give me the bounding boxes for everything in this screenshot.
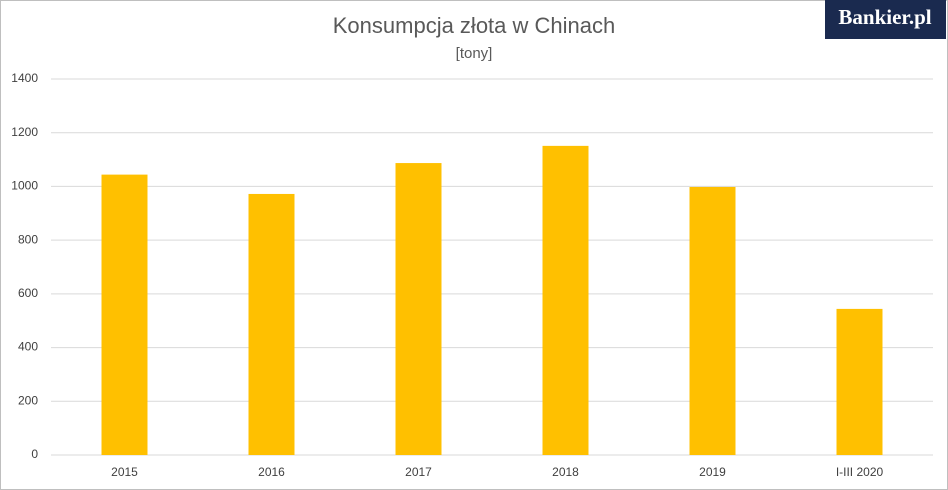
y-tick-label: 0 <box>31 447 38 461</box>
x-tick-label: I-III 2020 <box>836 465 884 479</box>
bar <box>395 163 442 455</box>
bar <box>248 193 295 455</box>
y-tick-label: 1000 <box>11 179 38 193</box>
bar <box>689 186 736 456</box>
logo: Bankier.pl <box>838 5 931 29</box>
bar <box>836 308 883 455</box>
y-tick-label: 200 <box>18 393 38 407</box>
bar <box>101 174 148 455</box>
chart-title: Konsumpcja złota w Chinach <box>333 13 615 38</box>
y-tick-label: 1400 <box>11 71 38 85</box>
chart-subtitle: [tony] <box>456 45 493 62</box>
y-tick-label: 600 <box>18 286 38 300</box>
logo-box <box>825 0 946 39</box>
x-tick-label: 2017 <box>405 465 432 479</box>
bar <box>542 145 589 456</box>
x-tick-label: 2016 <box>258 465 285 479</box>
y-tick-label: 1200 <box>11 125 38 139</box>
x-tick-label: 2018 <box>552 465 579 479</box>
x-tick-label: 2015 <box>111 465 138 479</box>
y-tick-label: 400 <box>18 340 38 354</box>
x-tick-label: 2019 <box>699 465 726 479</box>
y-tick-label: 800 <box>18 232 38 246</box>
